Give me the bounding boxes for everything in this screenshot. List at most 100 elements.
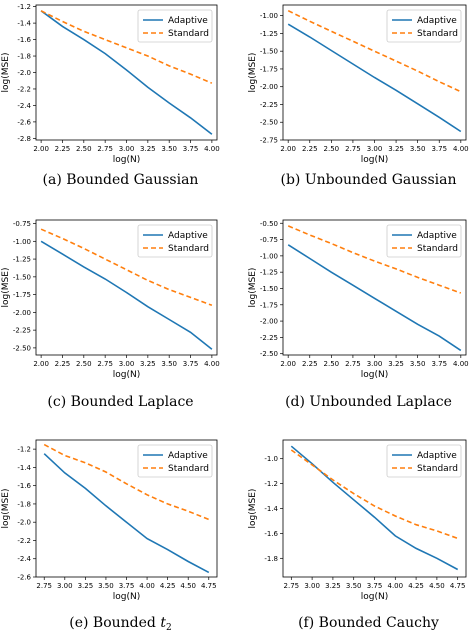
y-tick-label: -2.0 bbox=[17, 519, 31, 527]
y-tick-label: -1.50 bbox=[260, 285, 278, 293]
y-tick-label: -1.8 bbox=[264, 555, 278, 563]
x-tick-label: 4.00 bbox=[139, 582, 155, 590]
legend-label-adaptive: Adaptive bbox=[168, 16, 208, 26]
x-axis-label: log(N) bbox=[361, 592, 388, 602]
x-tick-label: 3.50 bbox=[346, 582, 362, 590]
panel-caption: (f) Bounded Cauchy bbox=[298, 615, 439, 631]
y-tick-label: -1.25 bbox=[13, 256, 31, 264]
y-tick-label: -0.75 bbox=[260, 236, 278, 244]
y-tick-label: -2.0 bbox=[17, 69, 31, 77]
x-tick-label: 4.00 bbox=[204, 145, 220, 153]
y-tick-label: -1.75 bbox=[13, 291, 31, 299]
x-tick-label: 2.25 bbox=[302, 145, 318, 153]
legend-label-standard: Standard bbox=[417, 29, 458, 39]
legend-box bbox=[137, 224, 213, 258]
x-tick-label: 3.25 bbox=[325, 582, 341, 590]
y-tick-label: -2.4 bbox=[17, 555, 31, 563]
y-tick-label: -1.6 bbox=[17, 482, 31, 490]
x-tick-label: 3.25 bbox=[140, 360, 156, 368]
x-tick-label: 3.50 bbox=[161, 145, 177, 153]
x-axis-label: log(N) bbox=[361, 155, 388, 165]
legend-label-adaptive: Adaptive bbox=[417, 231, 457, 241]
y-tick-label: -1.8 bbox=[17, 500, 31, 508]
x-tick-label: 2.00 bbox=[33, 145, 49, 153]
panel-caption: (b) Unbounded Gaussian bbox=[281, 172, 457, 188]
x-tick-label: 2.75 bbox=[345, 145, 361, 153]
x-tick-label: 3.00 bbox=[367, 360, 383, 368]
y-axis-label: log(MSE) bbox=[1, 489, 11, 529]
legend-box bbox=[386, 444, 462, 478]
y-tick-label: -1.4 bbox=[264, 505, 278, 513]
y-tick-label: -2.25 bbox=[13, 327, 31, 335]
legend-label-adaptive: Adaptive bbox=[417, 451, 457, 461]
y-tick-label: -1.6 bbox=[264, 530, 278, 538]
x-tick-label: 3.75 bbox=[431, 360, 447, 368]
x-tick-label: 3.50 bbox=[98, 582, 114, 590]
x-tick-label: 4.00 bbox=[204, 360, 220, 368]
x-tick-label: 4.00 bbox=[453, 145, 469, 153]
y-tick-label: -2.00 bbox=[260, 83, 278, 91]
x-tick-label: 3.75 bbox=[183, 145, 199, 153]
y-tick-label: -1.0 bbox=[264, 455, 278, 463]
x-tick-label: 4.00 bbox=[387, 582, 403, 590]
x-tick-label: 3.00 bbox=[57, 582, 73, 590]
y-tick-label: -0.75 bbox=[13, 220, 31, 228]
x-tick-label: 2.25 bbox=[55, 145, 71, 153]
series-line-standard bbox=[40, 10, 213, 84]
y-tick-label: -2.25 bbox=[260, 334, 278, 342]
y-tick-label: -2.6 bbox=[17, 574, 31, 582]
y-tick-label: -1.8 bbox=[17, 53, 31, 61]
y-tick-label: -1.2 bbox=[17, 3, 31, 11]
panel-d: 2.00 2.25 2.50 2.75 3.00 3.25 3.50 3.75 4.00 -0.5… bbox=[248, 219, 469, 410]
x-tick-label: 4.25 bbox=[160, 582, 176, 590]
x-tick-label: 3.25 bbox=[78, 582, 94, 590]
x-tick-label: 2.00 bbox=[33, 360, 49, 368]
x-tick-label: 3.25 bbox=[388, 145, 404, 153]
panel-caption: (e) Bounded t2 bbox=[69, 615, 171, 632]
legend-label-adaptive: Adaptive bbox=[168, 451, 208, 461]
legend-label-standard: Standard bbox=[168, 29, 209, 39]
legend-label-standard: Standard bbox=[417, 464, 458, 474]
panel-caption: (d) Unbounded Laplace bbox=[285, 394, 452, 410]
caption-text: (f) Bounded Cauchy bbox=[298, 615, 439, 631]
caption-text: (b) Unbounded Gaussian bbox=[281, 172, 457, 188]
y-tick-label: -1.6 bbox=[17, 36, 31, 44]
panel-b: 2.00 2.25 2.50 2.75 3.00 3.25 3.50 3.75 4.00 -1.0… bbox=[248, 4, 469, 188]
legend-box bbox=[137, 9, 213, 43]
x-tick-label: 3.75 bbox=[183, 360, 199, 368]
x-tick-label: 2.75 bbox=[284, 582, 300, 590]
x-tick-label: 3.75 bbox=[119, 582, 135, 590]
x-tick-label: 2.75 bbox=[345, 360, 361, 368]
caption-text: (a) Bounded Gaussian bbox=[43, 172, 199, 188]
x-tick-label: 4.50 bbox=[180, 582, 196, 590]
x-tick-label: 4.25 bbox=[408, 582, 424, 590]
x-axis-label: log(N) bbox=[113, 370, 140, 380]
caption-text: (d) Unbounded Laplace bbox=[285, 394, 452, 410]
x-tick-label: 2.00 bbox=[280, 360, 296, 368]
x-tick-label: 3.00 bbox=[119, 145, 135, 153]
x-axis-label: log(N) bbox=[113, 155, 140, 165]
legend-label-standard: Standard bbox=[417, 244, 458, 254]
y-tick-label: -2.25 bbox=[260, 101, 278, 109]
series-line-standard bbox=[40, 228, 213, 307]
x-tick-label: 2.50 bbox=[76, 360, 92, 368]
y-tick-label: -2.6 bbox=[17, 118, 31, 126]
y-tick-label: -1.2 bbox=[17, 446, 31, 454]
x-tick-label: 3.00 bbox=[304, 582, 320, 590]
y-tick-label: -2.2 bbox=[17, 85, 31, 93]
y-tick-label: -1.00 bbox=[260, 12, 278, 20]
x-tick-label: 2.25 bbox=[302, 360, 318, 368]
x-tick-label: 3.75 bbox=[431, 145, 447, 153]
x-tick-label: 2.50 bbox=[324, 360, 340, 368]
x-tick-label: 2.25 bbox=[55, 360, 71, 368]
x-tick-label: 2.75 bbox=[97, 360, 113, 368]
x-tick-label: 4.50 bbox=[429, 582, 445, 590]
y-tick-label: -1.00 bbox=[13, 238, 31, 246]
series-line-adaptive bbox=[287, 244, 462, 352]
y-tick-label: -0.50 bbox=[260, 220, 278, 228]
legend-box bbox=[386, 9, 462, 43]
y-tick-label: -2.50 bbox=[13, 344, 31, 352]
y-axis-label: log(MSE) bbox=[248, 268, 258, 308]
y-tick-label: -2.75 bbox=[260, 137, 278, 145]
x-axis-label: log(N) bbox=[361, 370, 388, 380]
